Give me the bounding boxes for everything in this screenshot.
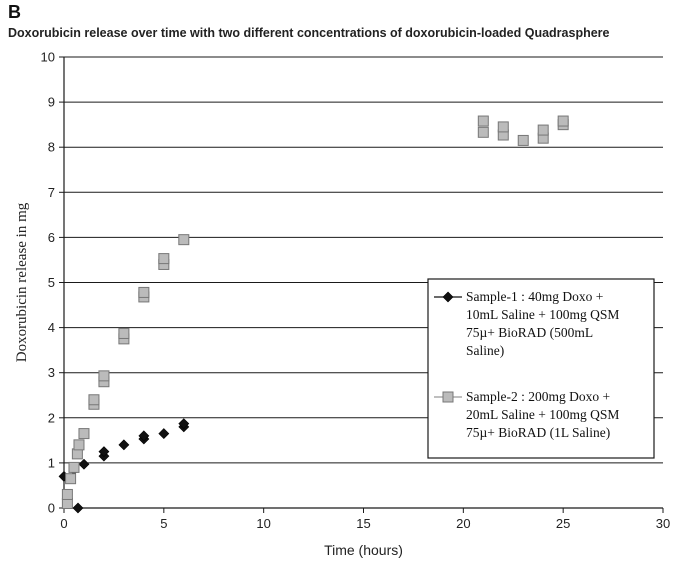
sample-1-point [158, 428, 170, 440]
x-tick-label: 30 [656, 516, 670, 531]
sample-1-point [138, 430, 150, 442]
sample-2-point [61, 488, 73, 500]
sample-2-point [73, 439, 85, 451]
sample-2-point [517, 134, 529, 146]
sample-2-point [78, 428, 90, 440]
sample-2-point [118, 327, 130, 339]
y-tick-label: 4 [48, 320, 55, 335]
x-tick-label: 25 [556, 516, 570, 531]
x-tick-label: 0 [60, 516, 67, 531]
sample-2-point [537, 124, 549, 136]
legend-key-square-icon [442, 391, 454, 403]
y-tick-label: 1 [48, 455, 55, 470]
sample-1-point [118, 439, 130, 451]
x-axis-title: Time (hours) [324, 542, 403, 558]
sample-2-point [138, 286, 150, 298]
y-tick-label: 0 [48, 501, 55, 516]
y-tick-label: 3 [48, 365, 55, 380]
legend-entry-text: Sample-1 : 40mg Doxo + [466, 289, 603, 304]
legend: Sample-1 : 40mg Doxo + 10mL Saline + 100m… [427, 278, 655, 459]
legend-entry-text: Saline) [466, 343, 504, 358]
y-tick-label: 2 [48, 410, 55, 425]
axes [59, 56, 664, 513]
y-tick-label: 6 [48, 230, 55, 245]
legend-entry-text: 20mL Saline + 100mg QSM [466, 407, 619, 422]
panel-letter: B [8, 2, 21, 22]
legend-entry-text: 75µ+ BioRAD (1L Saline) [466, 425, 610, 440]
x-tick-label: 5 [160, 516, 167, 531]
legend-entry-text: 10mL Saline + 100mg QSM [466, 307, 619, 322]
sample-2-point [178, 234, 190, 246]
sample-2-point [497, 121, 509, 133]
y-tick-label: 5 [48, 275, 55, 290]
sample-1-point [72, 502, 84, 514]
x-tick-label: 10 [256, 516, 270, 531]
sample-2-point [158, 253, 170, 265]
data-points [58, 115, 569, 514]
sample-1-point [98, 446, 110, 458]
legend-entry-text: Sample-2 : 200mg Doxo + [466, 389, 610, 404]
tick-labels: 0 1 2 3 4 5 6 7 8 9 10 0 5 10 15 20 25 30 [41, 50, 671, 532]
y-tick-label: 9 [48, 95, 55, 110]
y-tick-label: 7 [48, 185, 55, 200]
sample-2-point [71, 448, 83, 460]
sample-2-point [557, 115, 569, 127]
x-tick-label: 20 [456, 516, 470, 531]
sample-1-point [78, 458, 90, 470]
sample-1-point [178, 418, 190, 430]
y-tick-label: 10 [41, 50, 55, 65]
sample-2-point [477, 115, 489, 127]
sample-2-point [98, 370, 110, 382]
legend-key-diamond-icon [442, 291, 454, 303]
chart-title: Doxorubicin release over time with two d… [8, 26, 610, 40]
legend-entry-text: 75µ+ BioRAD (500mL [466, 325, 593, 340]
sample-2-point [68, 461, 80, 473]
sample-2-point [88, 394, 100, 406]
sample-2-point [61, 497, 73, 509]
sample-2-point [477, 126, 489, 138]
y-tick-label: 8 [48, 140, 55, 155]
y-axis-title: Doxorubicin release in mg [14, 202, 30, 362]
sample-2-point [65, 473, 77, 485]
legend-box [427, 278, 655, 459]
x-tick-label: 15 [356, 516, 370, 531]
